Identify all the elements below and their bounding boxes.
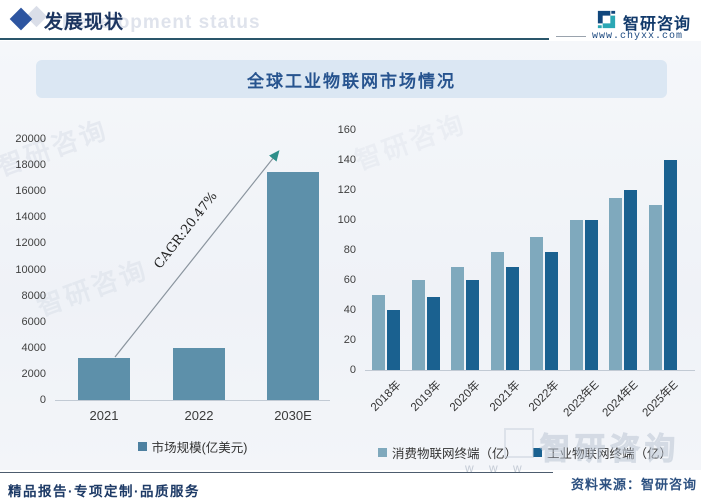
- bar-industrial-iot: [545, 251, 558, 370]
- footer-divider: [0, 472, 553, 473]
- legend-label: 工业物联网终端（亿）: [547, 447, 673, 461]
- legend-item-consumer: 消费物联网终端（亿）: [377, 443, 517, 462]
- y-axis-tick-label: 20000: [15, 133, 46, 145]
- bar-industrial-iot: [466, 280, 479, 370]
- y-axis-tick-label: 60: [343, 274, 356, 286]
- header-divider: [0, 38, 549, 40]
- y-axis-tick-label: 14000: [15, 211, 46, 224]
- bar-industrial-iot: [426, 296, 440, 370]
- y-axis-tick-label: 20: [343, 334, 356, 346]
- y-axis-tick-label: 100: [337, 214, 356, 226]
- x-axis-baseline: [55, 400, 330, 401]
- legend-label: 消费物联网终端（亿）: [391, 447, 517, 461]
- bar-consumer-iot: [451, 266, 464, 370]
- y-axis-tick-label: 80: [343, 244, 356, 256]
- y-axis-tick-label: 8000: [21, 289, 46, 302]
- legend-item-industrial: 工业物联网终端（亿）: [533, 443, 672, 462]
- bar-market-size: [78, 358, 130, 400]
- y-axis-tick-label: 2000: [21, 367, 46, 380]
- legend-swatch: [533, 448, 542, 457]
- y-axis-tick-label: 140: [337, 154, 356, 166]
- legend-swatch: [377, 448, 387, 457]
- data-source: 资料来源：智研咨询: [570, 477, 697, 492]
- bar-market-size: [173, 347, 225, 400]
- y-axis-tick-label: 10000: [15, 263, 46, 276]
- bar-consumer-iot: [530, 236, 543, 370]
- y-axis-tick-label: 6000: [21, 315, 46, 328]
- bar-industrial-iot: [505, 266, 519, 370]
- y-axis-tick-label: 0: [39, 394, 46, 406]
- right-chart-legend: 消费物联网终端（亿） 工业物联网终端（亿）: [355, 443, 695, 462]
- y-axis-tick-label: 16000: [15, 185, 46, 198]
- y-axis-tick-label: 40: [343, 304, 356, 316]
- y-axis-tick-label: 12000: [15, 237, 46, 250]
- bar-consumer-iot: [372, 295, 385, 370]
- bar-consumer-iot: [490, 251, 504, 370]
- logo-dash: [556, 36, 586, 37]
- chart-title: 全球工业物联网市场情况: [247, 71, 456, 91]
- bar-consumer-iot: [609, 197, 622, 370]
- cagr-arrow: [114, 150, 280, 358]
- x-axis-label: 2022: [184, 408, 214, 423]
- y-axis-tick-label: 120: [337, 184, 356, 196]
- bar-consumer-iot: [648, 205, 662, 370]
- footer-slogan: 精品报告·专项定制·品质服务: [8, 484, 200, 499]
- legend-item-market-size: 市场规模(亿美元): [137, 437, 248, 456]
- section-title: 发展现状: [44, 12, 125, 33]
- y-axis-tick-label: 0: [349, 364, 356, 376]
- legend-label: 市场规模(亿美元): [151, 441, 248, 455]
- brand-website[interactable]: www.chyxx.com: [592, 31, 684, 42]
- bar-industrial-iot: [387, 310, 400, 370]
- bar-consumer-iot: [411, 280, 425, 370]
- bar-consumer-iot: [569, 220, 583, 370]
- bar-market-size: [267, 171, 319, 400]
- y-axis-tick-label: 18000: [15, 159, 46, 172]
- y-axis-tick-label: 160: [337, 124, 356, 136]
- x-axis-label: 2021: [89, 408, 119, 423]
- bar-industrial-iot: [663, 160, 677, 370]
- brand-logo-icon: [597, 10, 616, 29]
- bar-industrial-iot: [624, 190, 637, 370]
- bar-industrial-iot: [584, 220, 598, 370]
- brand-name: 智研咨询: [623, 16, 692, 33]
- legend-swatch: [137, 442, 147, 451]
- x-axis-label: 2030E: [274, 408, 312, 423]
- chart-title-banner: 全球工业物联网市场情况: [36, 60, 667, 98]
- left-chart-legend: 市场规模(亿美元): [55, 437, 330, 456]
- y-axis-tick-label: 4000: [21, 341, 46, 354]
- x-axis-baseline: [365, 370, 695, 371]
